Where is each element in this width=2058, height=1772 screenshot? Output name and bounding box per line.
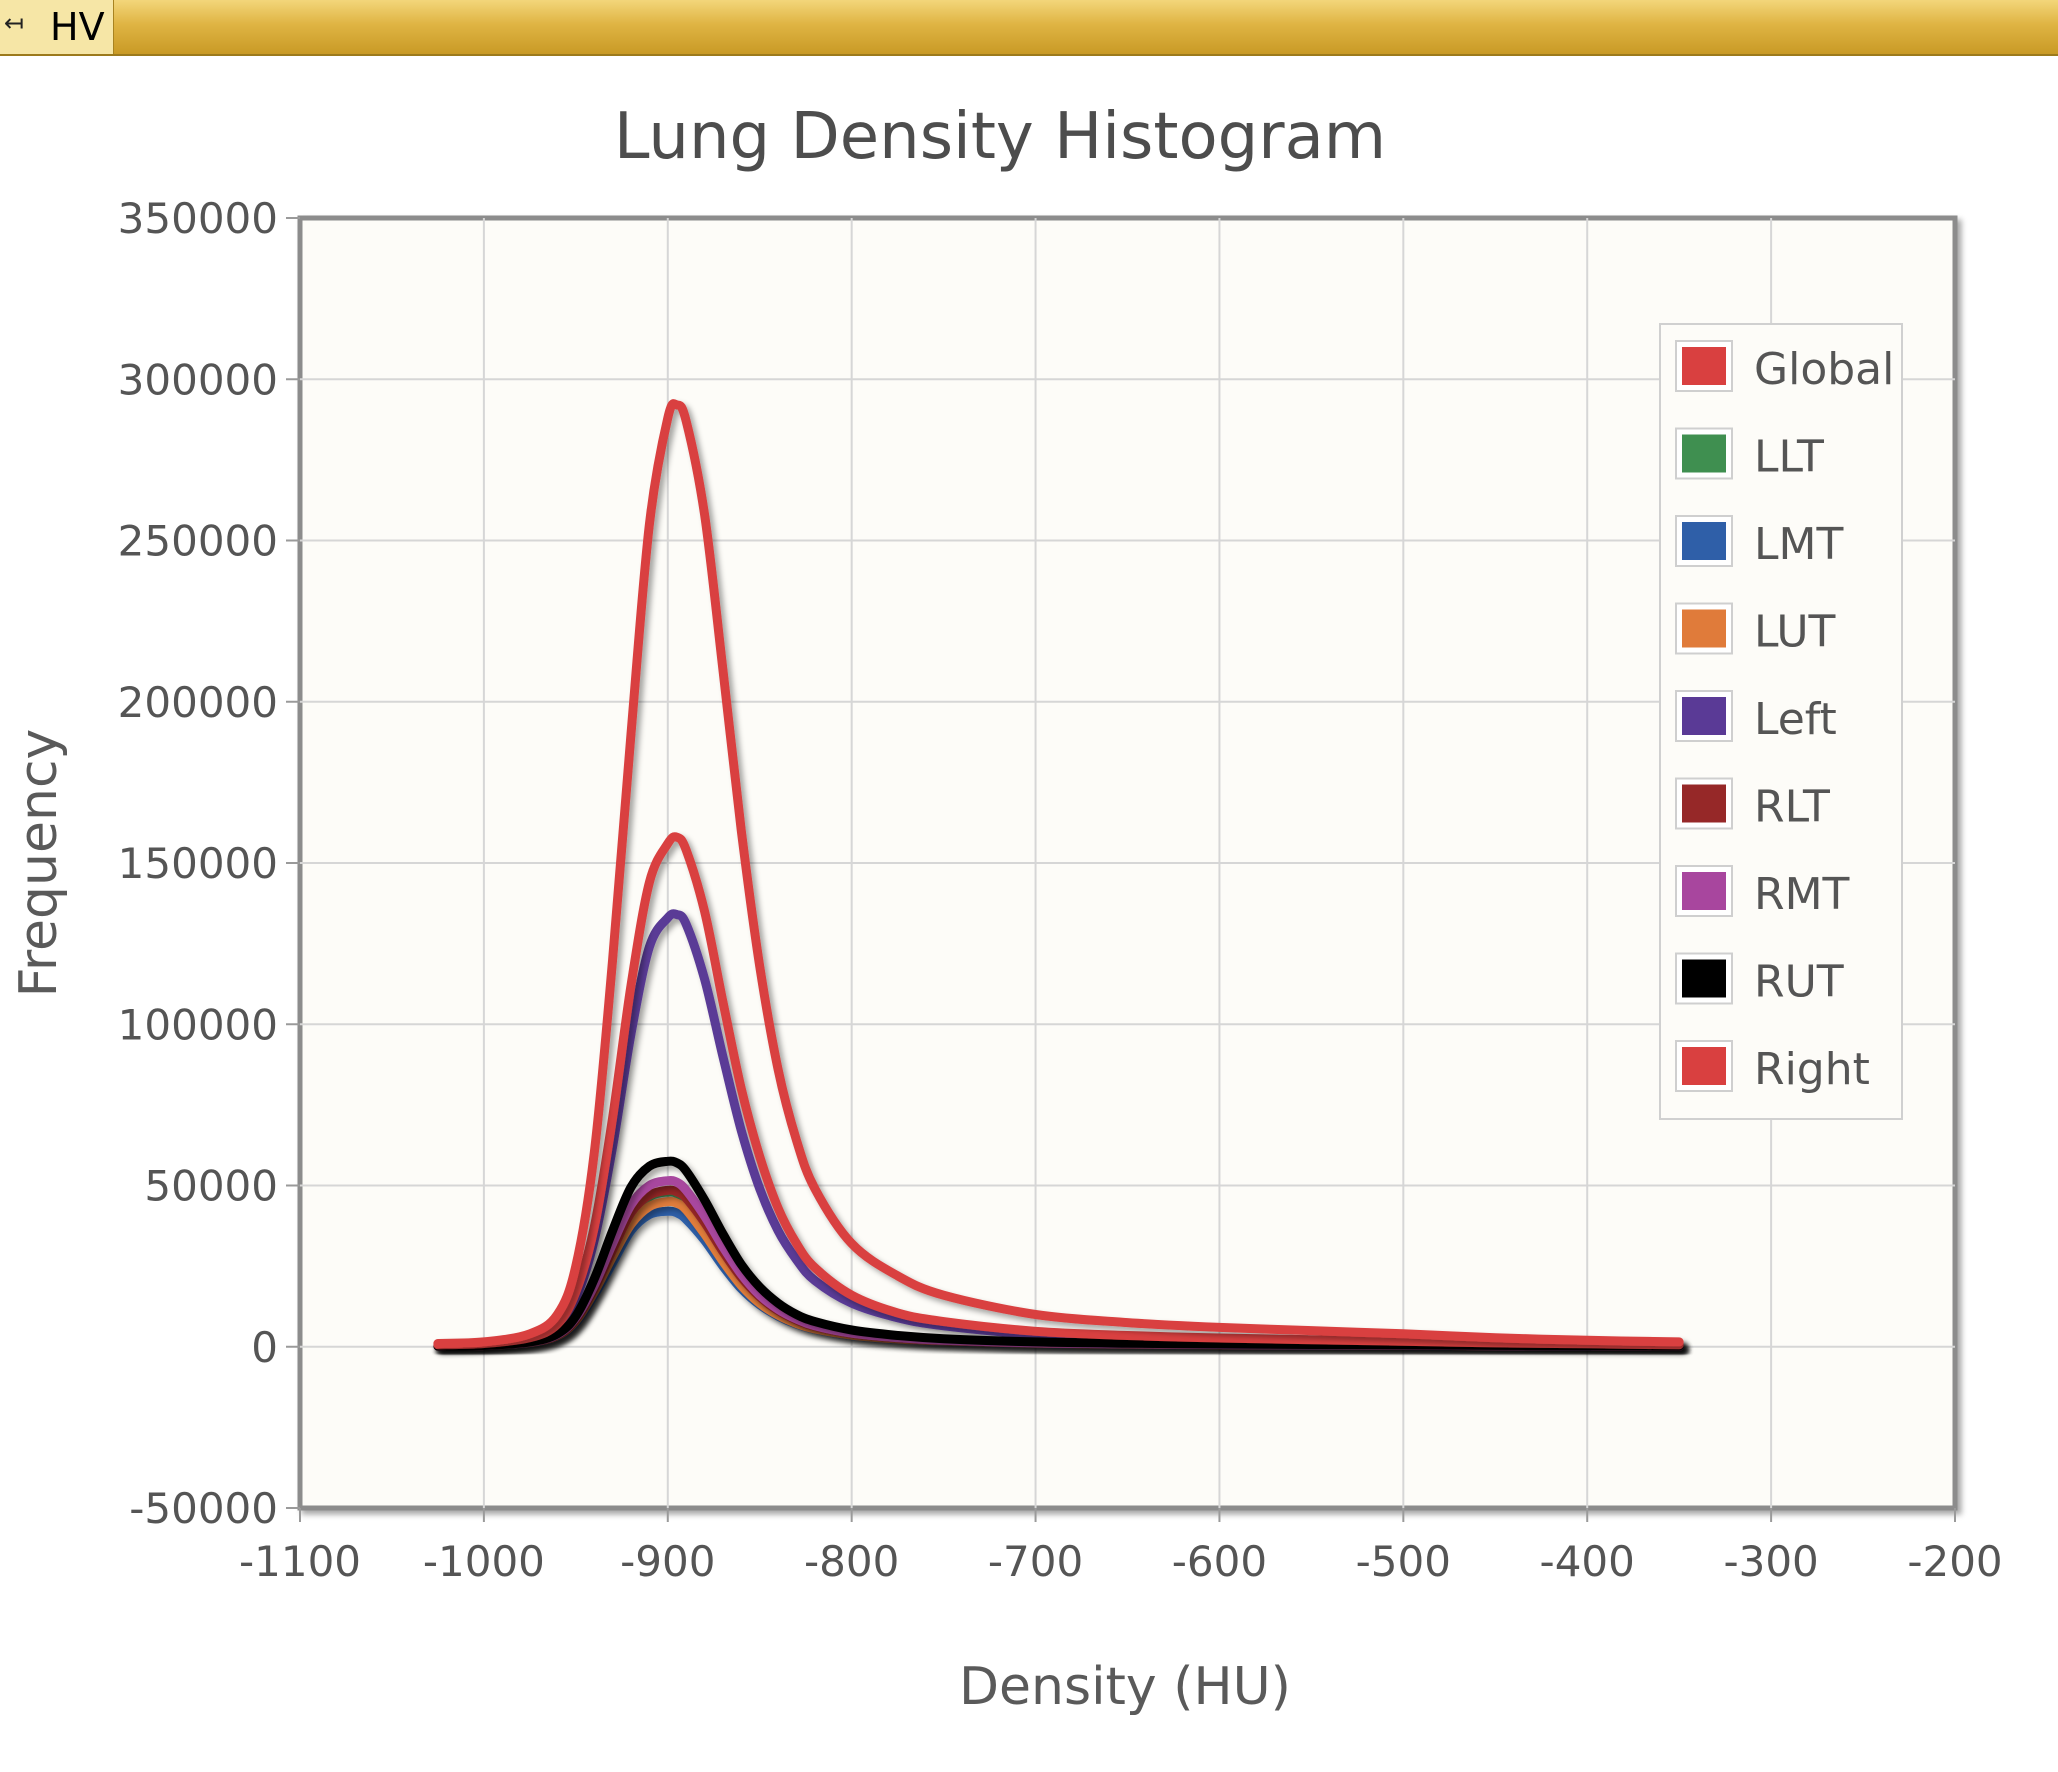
lung-density-chart: Lung Density Histogram -50000 0 50000 10000… bbox=[9, 100, 2003, 1717]
legend-label[interactable]: LLT bbox=[1754, 432, 1824, 483]
chart-title: Lung Density Histogram bbox=[614, 100, 1386, 174]
x-tick-label: -800 bbox=[804, 1537, 899, 1586]
x-tick-label: -300 bbox=[1723, 1537, 1818, 1586]
x-axis-ticks: -1100 -1000 -900 -800 -700 -600 -500 -400 -300 -2… bbox=[239, 1508, 2003, 1586]
window-tab[interactable]: ↤ HV bbox=[0, 0, 114, 54]
x-axis-label: Density (HU) bbox=[959, 1657, 1291, 1717]
y-tick-label: 100000 bbox=[118, 1000, 278, 1049]
legend-label[interactable]: RLT bbox=[1754, 782, 1830, 833]
y-tick-label: 50000 bbox=[144, 1162, 278, 1211]
y-tick-label: 300000 bbox=[118, 355, 278, 404]
y-tick-label: 150000 bbox=[118, 839, 278, 888]
legend-label[interactable]: RUT bbox=[1754, 957, 1844, 1008]
x-tick-label: -1000 bbox=[423, 1537, 545, 1586]
window-titlebar: ↤ HV bbox=[0, 0, 2058, 56]
x-tick-label: -900 bbox=[620, 1537, 715, 1586]
legend-label[interactable]: RMT bbox=[1754, 869, 1850, 920]
legend-label[interactable]: Global bbox=[1754, 344, 1894, 395]
y-tick-label: 350000 bbox=[118, 194, 278, 243]
legend-swatch-rmt bbox=[1682, 872, 1726, 910]
legend-swatch-rlt bbox=[1682, 784, 1726, 823]
legend-swatch-lmt bbox=[1682, 522, 1726, 560]
legend-label[interactable]: Right bbox=[1754, 1044, 1870, 1095]
y-tick-label: -50000 bbox=[129, 1484, 278, 1533]
series-line-right bbox=[433, 832, 1684, 1350]
legend-swatch-lut bbox=[1682, 609, 1726, 648]
y-tick-label: 200000 bbox=[118, 678, 278, 727]
legend-swatch-rut bbox=[1682, 959, 1726, 998]
window-title: HV bbox=[50, 5, 105, 49]
legend-label[interactable]: LUT bbox=[1754, 607, 1836, 658]
pin-icon[interactable]: ↤ bbox=[4, 9, 25, 37]
x-tick-label: -200 bbox=[1907, 1537, 2002, 1586]
series-lines bbox=[433, 399, 1684, 1351]
legend-swatch-left bbox=[1682, 697, 1726, 735]
x-tick-label: -400 bbox=[1540, 1537, 1635, 1586]
legend: Global LLT LMT LUT Left RLT RMT RUT Right bbox=[1659, 323, 1903, 1120]
y-tick-label: 0 bbox=[251, 1323, 278, 1372]
x-tick-label: -700 bbox=[988, 1537, 1083, 1586]
legend-swatch-right bbox=[1682, 1047, 1726, 1085]
y-axis-ticks: -50000 0 50000 100000 150000 200000 250000 3000… bbox=[118, 194, 300, 1533]
y-axis-label: Frequency bbox=[9, 729, 69, 998]
legend-swatch-global bbox=[1682, 347, 1726, 385]
x-tick-label: -500 bbox=[1356, 1537, 1451, 1586]
legend-swatch-llt bbox=[1682, 434, 1726, 473]
x-tick-label: -600 bbox=[1172, 1537, 1267, 1586]
x-tick-label: -1100 bbox=[239, 1537, 361, 1586]
legend-label[interactable]: Left bbox=[1754, 694, 1837, 745]
y-tick-label: 250000 bbox=[118, 517, 278, 566]
legend-label[interactable]: LMT bbox=[1754, 519, 1843, 570]
series-line-global bbox=[433, 399, 1684, 1348]
series-line-rut bbox=[433, 1156, 1684, 1351]
